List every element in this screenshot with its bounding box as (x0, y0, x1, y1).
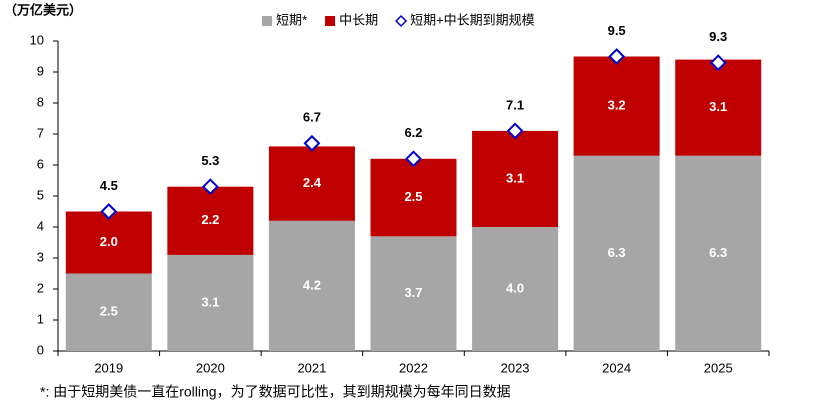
x-tick-label: 2022 (399, 360, 428, 375)
segment-label: 3.1 (506, 170, 524, 185)
segment-label: 2.5 (404, 189, 422, 204)
total-label: 9.3 (709, 29, 727, 44)
y-axis-unit: （万亿美元） (4, 2, 82, 17)
bar-segment (675, 59, 762, 156)
x-tick-label: 2025 (704, 360, 733, 375)
total-marker (709, 54, 727, 72)
legend-label: 短期+中长期到期规模 (410, 12, 535, 27)
segment-label: 2.2 (201, 212, 219, 227)
bar-segment (65, 273, 152, 351)
legend-label: 中长期 (339, 12, 378, 27)
y-tick-label: 3 (37, 249, 44, 264)
x-tick-label: 2023 (501, 360, 530, 375)
y-tick-label: 4 (37, 218, 44, 233)
bar-segment (268, 146, 355, 221)
total-label: 4.5 (100, 178, 118, 193)
bar-segment (472, 227, 559, 351)
y-tick-label: 9 (37, 63, 44, 78)
segment-label: 2.0 (100, 234, 118, 249)
bar-segment (573, 155, 660, 351)
legend-label: 短期* (276, 12, 307, 27)
footnote: *: 由于短期美债一直在rolling，为了数据可比性，其到期规模为每年同日数据 (40, 384, 511, 400)
x-tick-label: 2020 (196, 360, 225, 375)
bar-segment (268, 220, 355, 351)
total-label: 5.3 (201, 153, 219, 168)
legend-swatch (325, 16, 336, 26)
segment-label: 3.1 (201, 294, 219, 309)
bar-segment (370, 158, 457, 237)
bar-segment (370, 236, 457, 351)
x-tick-label: 2019 (94, 360, 123, 375)
x-tick-label: 2024 (602, 360, 631, 375)
segment-label: 3.2 (608, 98, 626, 113)
segment-label: 4.2 (303, 277, 321, 292)
segment-label: 4.0 (506, 280, 524, 295)
y-tick-label: 10 (30, 32, 44, 47)
segment-label: 2.4 (303, 175, 322, 190)
total-marker (405, 150, 422, 168)
y-tick-label: 5 (37, 187, 44, 202)
bar-segment (573, 56, 660, 156)
bar-segment (167, 186, 254, 255)
bar-segment (675, 155, 762, 351)
legend-marker (395, 14, 408, 28)
segment-label: 2.5 (100, 304, 118, 319)
legend-swatch (262, 16, 272, 26)
total-label: 7.1 (506, 97, 524, 112)
total-label: 9.5 (608, 23, 626, 38)
segment-label: 3.1 (709, 99, 727, 114)
total-marker (506, 122, 524, 140)
segment-label: 6.3 (709, 245, 727, 260)
y-tick-label: 0 (37, 342, 44, 357)
y-tick-label: 8 (37, 94, 44, 109)
segment-label: 3.7 (404, 285, 422, 300)
x-tick-label: 2021 (297, 360, 326, 375)
total-marker (608, 48, 626, 65)
y-tick-label: 2 (37, 280, 44, 295)
y-tick-label: 7 (37, 125, 44, 140)
total-label: 6.7 (303, 110, 321, 125)
bar-segment (65, 211, 152, 274)
segment-label: 6.3 (608, 245, 626, 260)
total-label: 6.2 (404, 125, 422, 140)
y-tick-label: 6 (37, 156, 44, 171)
total-marker (201, 178, 219, 196)
total-marker (303, 134, 321, 152)
bar-segment (167, 254, 254, 351)
bar-segment (472, 130, 559, 227)
total-marker (100, 203, 118, 220)
y-tick-label: 1 (37, 311, 44, 326)
